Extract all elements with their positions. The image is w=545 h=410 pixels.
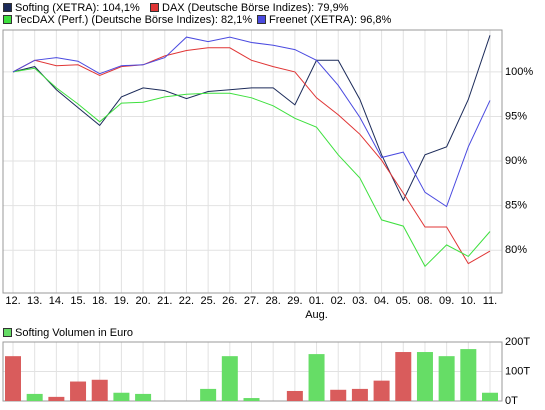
volume-bar: [330, 389, 347, 401]
volume-bar: [416, 352, 433, 401]
y-tick-label: 100%: [505, 66, 533, 78]
x-tick-label: 10.: [461, 295, 476, 307]
legend-label: TecDAX (Perf.) (Deutsche Börse Indizes):…: [15, 14, 252, 26]
volume-bar: [286, 390, 303, 401]
volume-bar: [460, 349, 477, 401]
volume-bar: [113, 392, 130, 401]
legend-swatch: [3, 15, 12, 24]
series-line: [12, 36, 491, 208]
volume-bar: [135, 393, 152, 401]
volume-bar: [48, 396, 65, 401]
x-tick-label: 19.: [114, 295, 129, 307]
x-tick-label: 29.: [287, 295, 302, 307]
x-tick-label: 18.: [92, 295, 107, 307]
x-tick-label: 04.: [374, 295, 389, 307]
x-month-label: Aug.: [305, 309, 328, 321]
volume-title: Softing Volumen in Euro: [15, 327, 133, 339]
series-line: [12, 47, 491, 265]
y-tick-label: 80%: [505, 244, 527, 256]
volume-bar: [5, 356, 21, 401]
x-tick-label: 26.: [222, 295, 237, 307]
legend-label: Freenet (XETRA): 96,8%: [269, 14, 391, 26]
volume-bar: [91, 379, 108, 401]
x-tick-label: 15.: [70, 295, 85, 307]
plot-frame: [2, 29, 503, 294]
legend-label: Softing (XETRA): 104,1%: [15, 2, 140, 14]
x-tick-label: 14.: [49, 295, 64, 307]
x-tick-label: 20.: [135, 295, 150, 307]
x-tick-label: 28.: [266, 295, 281, 307]
volume-bar: [221, 356, 238, 401]
x-tick-label: 13.: [27, 295, 42, 307]
legend-label: DAX (Deutsche Börse Indizes): 79,9%: [162, 2, 349, 14]
x-tick-label: 21.: [157, 295, 172, 307]
legend-swatch: [3, 3, 12, 12]
x-tick-label: 22.: [179, 295, 194, 307]
x-tick-label: 08.: [417, 295, 432, 307]
series-line: [12, 67, 491, 268]
y-tick-label: 100T: [505, 365, 530, 377]
x-tick-label: 05.: [396, 295, 411, 307]
volume-bar: [26, 393, 43, 401]
legend-swatch: [150, 3, 159, 12]
x-tick-label: 11.: [483, 295, 497, 307]
x-tick-label: 09.: [439, 295, 454, 307]
x-tick-label: 12.: [5, 295, 20, 307]
volume-bar: [200, 388, 217, 401]
volume-bar: [395, 352, 412, 401]
volume-bar: [308, 354, 325, 401]
x-tick-label: 03.: [352, 295, 367, 307]
volume-bar: [351, 388, 368, 401]
y-tick-label: 0T: [505, 395, 518, 407]
volume-bar: [70, 381, 87, 401]
y-tick-label: 90%: [505, 155, 527, 167]
x-tick-label: 25.: [200, 295, 215, 307]
volume-bar: [438, 356, 455, 401]
x-tick-label: 02.: [331, 295, 346, 307]
legend-swatch: [3, 328, 12, 337]
volume-bar: [243, 398, 260, 401]
x-tick-label: 01.: [309, 295, 324, 307]
volume-bar: [482, 392, 498, 401]
volume-bar: [373, 380, 390, 401]
legend-swatch: [257, 15, 266, 24]
series-line: [12, 35, 491, 202]
x-tick-label: 27.: [244, 295, 259, 307]
y-tick-label: 85%: [505, 200, 527, 212]
y-tick-label: 200T: [505, 336, 530, 348]
y-tick-label: 95%: [505, 110, 527, 122]
